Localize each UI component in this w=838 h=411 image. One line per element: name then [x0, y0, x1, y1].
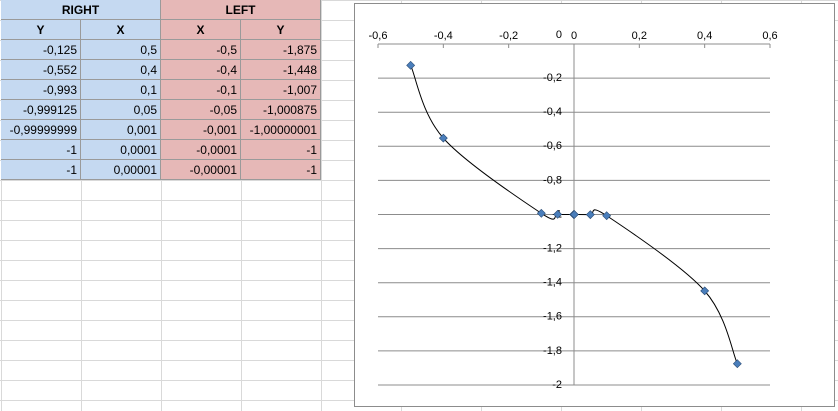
cell[interactable]: Y: [1, 20, 81, 40]
point: [569, 210, 579, 219]
cell[interactable]: LEFT: [161, 0, 321, 20]
y-tick-label: -0,2: [543, 72, 562, 84]
x-tick-label: 0,6: [762, 30, 777, 42]
x-tick-label: 0,2: [632, 30, 647, 42]
y-tick-label: -1,4: [543, 277, 562, 289]
cell[interactable]: 0,05: [81, 100, 161, 120]
x-tick-label: 0: [571, 30, 577, 42]
cell[interactable]: 0,0001: [81, 140, 161, 160]
cell[interactable]: RIGHT: [1, 0, 161, 20]
cell[interactable]: 0,001: [81, 120, 161, 140]
cell[interactable]: -0,0001: [161, 140, 241, 160]
chart: 0-0,2-0,4-0,6-0,8-1-1,2-1,4-1,6-1,8-2-0,…: [354, 3, 835, 407]
cell[interactable]: -0,00001: [161, 160, 241, 180]
cell[interactable]: -1: [241, 160, 321, 180]
point: [553, 209, 563, 219]
cell[interactable]: X: [161, 20, 241, 40]
cell[interactable]: -1,448: [241, 60, 321, 80]
x-tick-label: -0,6: [369, 30, 388, 42]
cell[interactable]: -1,007: [241, 80, 321, 100]
cell[interactable]: -0,5: [161, 40, 241, 60]
cell[interactable]: 0,00001: [81, 160, 161, 180]
cell[interactable]: -0,99999999: [1, 120, 81, 140]
y-tick-label: -1,2: [543, 243, 562, 255]
point: [438, 133, 448, 143]
cell[interactable]: -0,1: [161, 80, 241, 100]
cell[interactable]: -1,875: [241, 40, 321, 60]
y-tick-label: -1,8: [543, 345, 562, 357]
cell[interactable]: -1,00000001: [241, 120, 321, 140]
y-tick-label: -2: [552, 379, 562, 391]
cell[interactable]: 0,4: [81, 60, 161, 80]
point: [585, 210, 595, 220]
cell[interactable]: -0,125: [1, 40, 81, 60]
x-tick-label: 0,4: [697, 30, 712, 42]
cell[interactable]: -0,05: [161, 100, 241, 120]
cell[interactable]: -0,552: [1, 60, 81, 80]
cell[interactable]: Y: [241, 20, 321, 40]
cell[interactable]: -0,993: [1, 80, 81, 100]
cell[interactable]: 0,5: [81, 40, 161, 60]
cell[interactable]: -0,4: [161, 60, 241, 80]
point: [732, 359, 742, 369]
cell[interactable]: 0,1: [81, 80, 161, 100]
cell[interactable]: -1,000875: [241, 100, 321, 120]
cell[interactable]: -1: [241, 140, 321, 160]
x-tick-label: -0,4: [434, 30, 453, 42]
y-tick-label: 0: [556, 29, 562, 41]
y-tick-label: -0,8: [543, 174, 562, 186]
x-tick-label: -0,2: [499, 30, 518, 42]
y-tick-label: -1,6: [543, 311, 562, 323]
cell[interactable]: -0,001: [161, 120, 241, 140]
cell[interactable]: -0,999125: [1, 100, 81, 120]
point: [700, 286, 710, 296]
chart-frame: [354, 3, 835, 407]
y-tick-label: -0,4: [543, 106, 562, 118]
cell[interactable]: X: [81, 20, 161, 40]
cell[interactable]: -1: [1, 140, 81, 160]
y-tick-label: -0,6: [543, 140, 562, 152]
point: [536, 208, 546, 218]
point: [406, 60, 416, 70]
cell[interactable]: -1: [1, 160, 81, 180]
point: [602, 211, 612, 221]
